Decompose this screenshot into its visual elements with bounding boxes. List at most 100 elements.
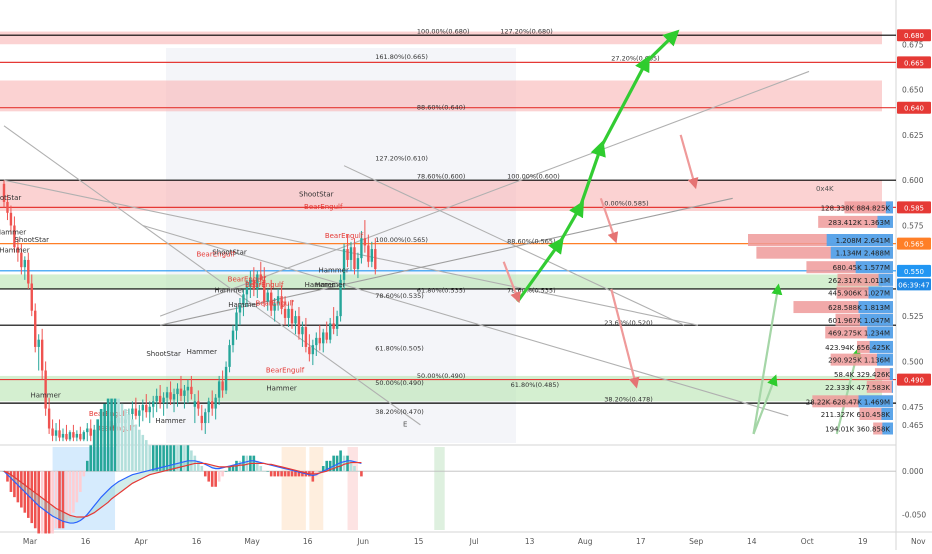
candle-body — [169, 392, 172, 400]
macd-histogram-bar — [9, 471, 13, 492]
macd-histogram-bar — [54, 471, 58, 529]
macd-histogram-bar — [124, 408, 127, 472]
macd-histogram-bar — [169, 445, 172, 472]
candle-body — [214, 397, 217, 409]
candle-body — [165, 392, 169, 398]
candle-body — [65, 433, 68, 440]
macd-histogram-bar — [30, 471, 34, 524]
candle-body — [134, 408, 138, 416]
macd-histogram-bar — [197, 460, 200, 472]
time-tick-label: 15 — [414, 537, 424, 546]
candle-body — [20, 252, 23, 268]
price-tick-label: 0.600 — [902, 176, 924, 185]
trend-line — [159, 70, 810, 317]
candle-body — [172, 394, 176, 400]
macd-histogram-bar — [183, 445, 186, 472]
macd-histogram-bar — [360, 471, 363, 477]
macd-histogram-bar — [16, 471, 20, 503]
pattern-label: BearEngulf — [228, 276, 267, 284]
trend-line — [343, 165, 685, 326]
candle-body — [301, 327, 304, 335]
pattern-label: ShootStar — [14, 236, 49, 244]
volume-label: 628.588K 1.813M — [828, 304, 890, 312]
candle-body — [44, 370, 47, 409]
candle-body — [176, 388, 179, 395]
macd-histogram-bar — [106, 398, 110, 472]
candle-body — [197, 401, 200, 409]
pattern-label: Hammer — [0, 247, 30, 255]
macd-histogram-bar — [165, 445, 169, 472]
volume-bar-sell — [874, 368, 893, 381]
projection-arrow-up — [578, 140, 606, 208]
price-tick-label: 0.475 — [902, 403, 924, 412]
fib-label: 78.60%(0.535) — [507, 287, 555, 295]
candle-body — [280, 296, 283, 309]
pattern-label: ShootStar — [299, 191, 334, 199]
candle-body — [304, 327, 308, 347]
fib-label: 100.00%(0.600) — [507, 172, 560, 180]
macd-histogram-bar — [110, 398, 113, 472]
candle-body — [89, 428, 92, 436]
macd-histogram-bar — [231, 466, 235, 472]
projection-arrow-faint — [752, 374, 778, 435]
zone-1 — [0, 80, 882, 112]
time-tick-label: Aug — [578, 537, 593, 546]
volume-label: 601.967K 1.047M — [828, 317, 890, 325]
candle-body — [162, 397, 165, 404]
time-tick-label: 16 — [192, 537, 202, 546]
pattern-label: Hammer — [315, 281, 345, 289]
macd-histogram-bar — [217, 471, 221, 482]
macd-histogram-bar — [99, 408, 103, 472]
volume-bar-buy — [869, 340, 893, 353]
macd-histogram-bar — [332, 455, 335, 472]
time-tick-label: 16 — [303, 537, 313, 546]
candle-body — [6, 201, 9, 213]
candle-body — [259, 274, 262, 280]
time-tick-label: May — [244, 537, 260, 546]
macd-histogram-bar — [120, 403, 124, 472]
projection-arrow-faint — [752, 283, 783, 435]
price-badge — [897, 56, 931, 69]
macd-histogram-bar — [297, 471, 301, 477]
macd-histogram-bar — [13, 471, 16, 498]
zone-4 — [0, 375, 882, 402]
macd-histogram-bar — [131, 419, 134, 472]
candle-body — [231, 330, 235, 346]
pattern-label: Hammer — [155, 417, 185, 425]
candle-body — [211, 401, 214, 409]
pattern-label: ShootStar — [212, 249, 247, 257]
candle-body — [16, 247, 20, 253]
pattern-label: BearEngulf — [325, 232, 364, 240]
pattern-label: BearEngulf — [266, 366, 305, 374]
pattern-label: BearEngulf — [245, 281, 284, 289]
macd-histogram-bar — [269, 471, 273, 477]
time-tick-label: Jul — [469, 537, 479, 546]
macd-histogram-bar — [262, 471, 266, 472]
fib-label: 88.60%(0.565) — [507, 238, 555, 246]
macd-histogram-bar — [290, 471, 294, 477]
pattern-label: BearEngulf — [304, 203, 343, 211]
fib-label: 61.80%(0.535) — [417, 287, 465, 295]
candle-body — [58, 430, 61, 438]
price-badge-label: 0.550 — [904, 268, 924, 276]
volume-bar-buy — [858, 301, 893, 314]
volume-bar-buy — [877, 353, 893, 366]
macd-histogram-bar — [151, 445, 155, 472]
price-badge — [897, 101, 931, 114]
pattern-label: BearEngulf — [196, 250, 235, 258]
candle-body — [34, 310, 37, 347]
macd-histogram-bar — [172, 445, 176, 472]
macd-histogram-bar — [283, 471, 287, 477]
candle-body — [148, 406, 151, 413]
candle-body — [339, 279, 342, 317]
fib-label: 78.60%(0.600) — [417, 172, 465, 180]
fib-label: 127.20%(0.680) — [500, 27, 553, 35]
price-badge — [897, 237, 931, 250]
candle-body — [238, 305, 242, 313]
candle-body — [290, 308, 294, 324]
price-tick-label: 0.525 — [902, 312, 924, 321]
macd-histogram-bar — [342, 455, 346, 472]
volume-bar-buy — [885, 201, 893, 214]
candle-body — [294, 316, 297, 324]
